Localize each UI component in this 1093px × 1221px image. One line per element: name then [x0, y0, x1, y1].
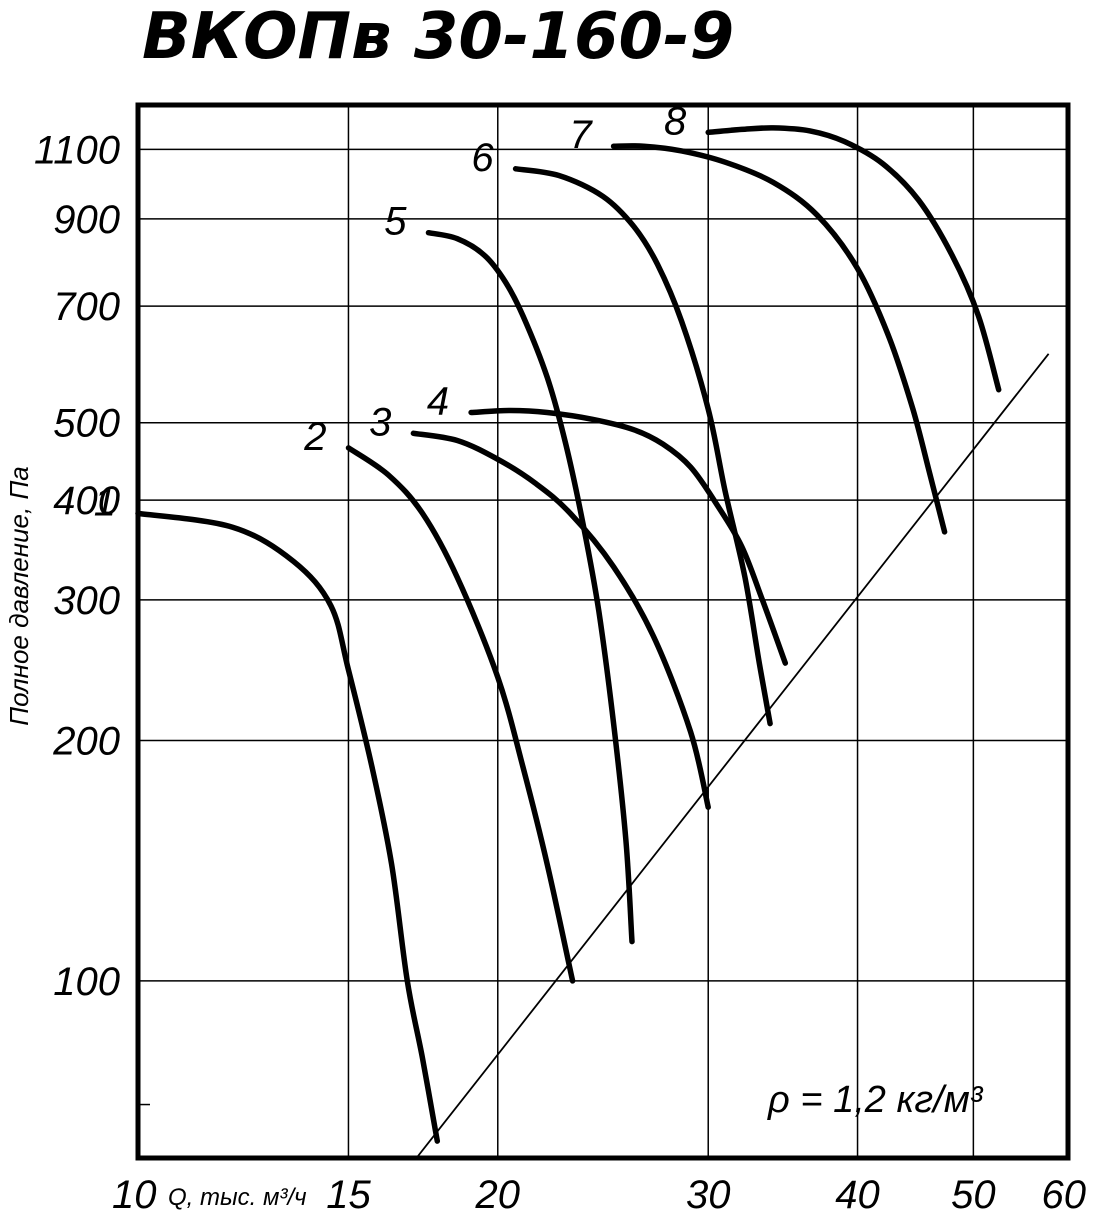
chart-title: ВКОПв 30-160-9 [142, 0, 734, 74]
y-tick-label-200: 200 [52, 719, 120, 763]
fan-curves [135, 125, 1002, 1144]
y-tick-label-1100: 1100 [34, 128, 120, 172]
y-tick-label-300: 300 [53, 579, 120, 623]
fan-curve-5 [425, 229, 635, 945]
x-tick-label-60: 60 [1042, 1173, 1087, 1217]
curve-label-4: 4 [427, 379, 449, 423]
system-line [415, 353, 1050, 1159]
y-tick-label-400: 400 [53, 479, 120, 523]
curve-label-2: 2 [303, 415, 326, 459]
x-axis-label: Q, тыс. м³/ч [168, 1184, 307, 1211]
plot-frame [135, 102, 1071, 1161]
x-tick-label-20: 20 [475, 1173, 521, 1217]
x-tick-label-10: 10 [112, 1173, 157, 1217]
curve-labels: 1 2 3 4 5 6 7 8 [94, 99, 687, 524]
fan-curve-7 [610, 143, 948, 535]
curve-label-8: 8 [664, 99, 687, 143]
fan-curve-8 [705, 125, 1002, 393]
x-tick-label-30: 30 [686, 1173, 731, 1217]
fan-curve-6 [512, 166, 773, 727]
y-tick-label-500: 500 [53, 402, 120, 446]
fan-curve-3 [410, 430, 711, 810]
x-tick-label-40: 40 [835, 1173, 880, 1217]
y-axis-label: Полное давление, Па [4, 466, 34, 725]
y-tick-label-100: 100 [53, 960, 120, 1004]
fan-curve-4 [468, 407, 789, 666]
x-tick-label-50: 50 [951, 1173, 996, 1217]
density-annotation: ρ = 1,2 кг/м³ [767, 1079, 984, 1121]
curve-label-6: 6 [471, 136, 494, 180]
curve-label-3: 3 [369, 400, 391, 444]
fan-curve-1 [135, 510, 441, 1144]
curve-label-7: 7 [569, 113, 593, 157]
x-tick-label-15: 15 [326, 1173, 371, 1217]
axes [135, 102, 1071, 1161]
system-characteristic-line [415, 353, 1050, 1159]
fan-curve-2 [345, 445, 576, 984]
y-tick-label-900: 900 [53, 198, 120, 242]
y-tick-label-700: 700 [53, 285, 120, 329]
curve-label-5: 5 [384, 200, 407, 244]
curve-label-1: 1 [94, 480, 116, 524]
